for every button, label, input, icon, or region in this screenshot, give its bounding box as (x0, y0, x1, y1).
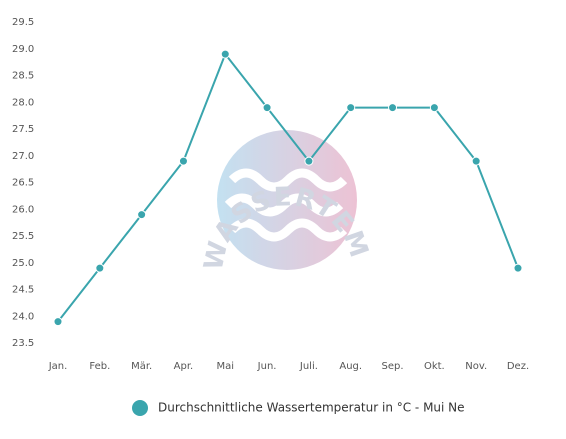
x-tick-label: Mär. (131, 361, 152, 372)
y-tick-label: 28.0 (12, 97, 34, 108)
y-tick-label: 29.5 (12, 17, 34, 28)
x-tick-label: Jan. (48, 361, 68, 372)
y-tick-label: 25.5 (12, 231, 34, 242)
data-point (304, 156, 314, 166)
data-point (388, 103, 398, 113)
y-tick-label: 28.5 (12, 71, 34, 82)
y-tick-label: 27.5 (12, 124, 34, 135)
data-point (513, 263, 523, 273)
data-point (137, 210, 147, 220)
x-tick-label: Aug. (339, 361, 362, 372)
data-point (178, 156, 188, 166)
x-tick-label: Dez. (507, 361, 529, 372)
data-point (262, 103, 272, 113)
data-point (346, 103, 356, 113)
x-tick-label: Mai (216, 361, 234, 372)
x-tick-label: Feb. (89, 361, 110, 372)
data-point (471, 156, 481, 166)
y-tick-label: 26.0 (12, 204, 34, 215)
y-tick-label: 24.5 (12, 285, 34, 296)
data-point (220, 49, 230, 59)
y-tick-label: 29.0 (12, 44, 34, 55)
watermark-logo: WASSERTEMPERATUR.ORG (0, 0, 371, 273)
x-tick-label: Okt. (424, 361, 445, 372)
series-line (57, 52, 519, 323)
y-tick-label: 25.0 (12, 258, 34, 269)
x-tick-label: Nov. (465, 361, 487, 372)
y-tick-label: 24.0 (12, 311, 34, 322)
y-tick-label: 27.0 (12, 151, 34, 162)
x-tick-label: Juli. (299, 361, 318, 372)
y-tick-label: 23.5 (12, 338, 34, 349)
data-point (53, 317, 63, 327)
plot: 23.5 24.0 24.5 25.0 25.5 26.0 26.5 27.0 27.5 28.0… (12, 17, 529, 416)
legend-label: Durchschnittliche Wassertemperatur in °C… (158, 401, 465, 415)
legend-marker (132, 400, 148, 416)
y-tick-label: 26.5 (12, 178, 34, 189)
data-point (429, 103, 439, 113)
x-tick-label: Sep. (382, 361, 404, 372)
x-tick-label: Jun. (257, 361, 277, 372)
data-point (95, 263, 105, 273)
x-tick-label: Apr. (174, 361, 194, 372)
